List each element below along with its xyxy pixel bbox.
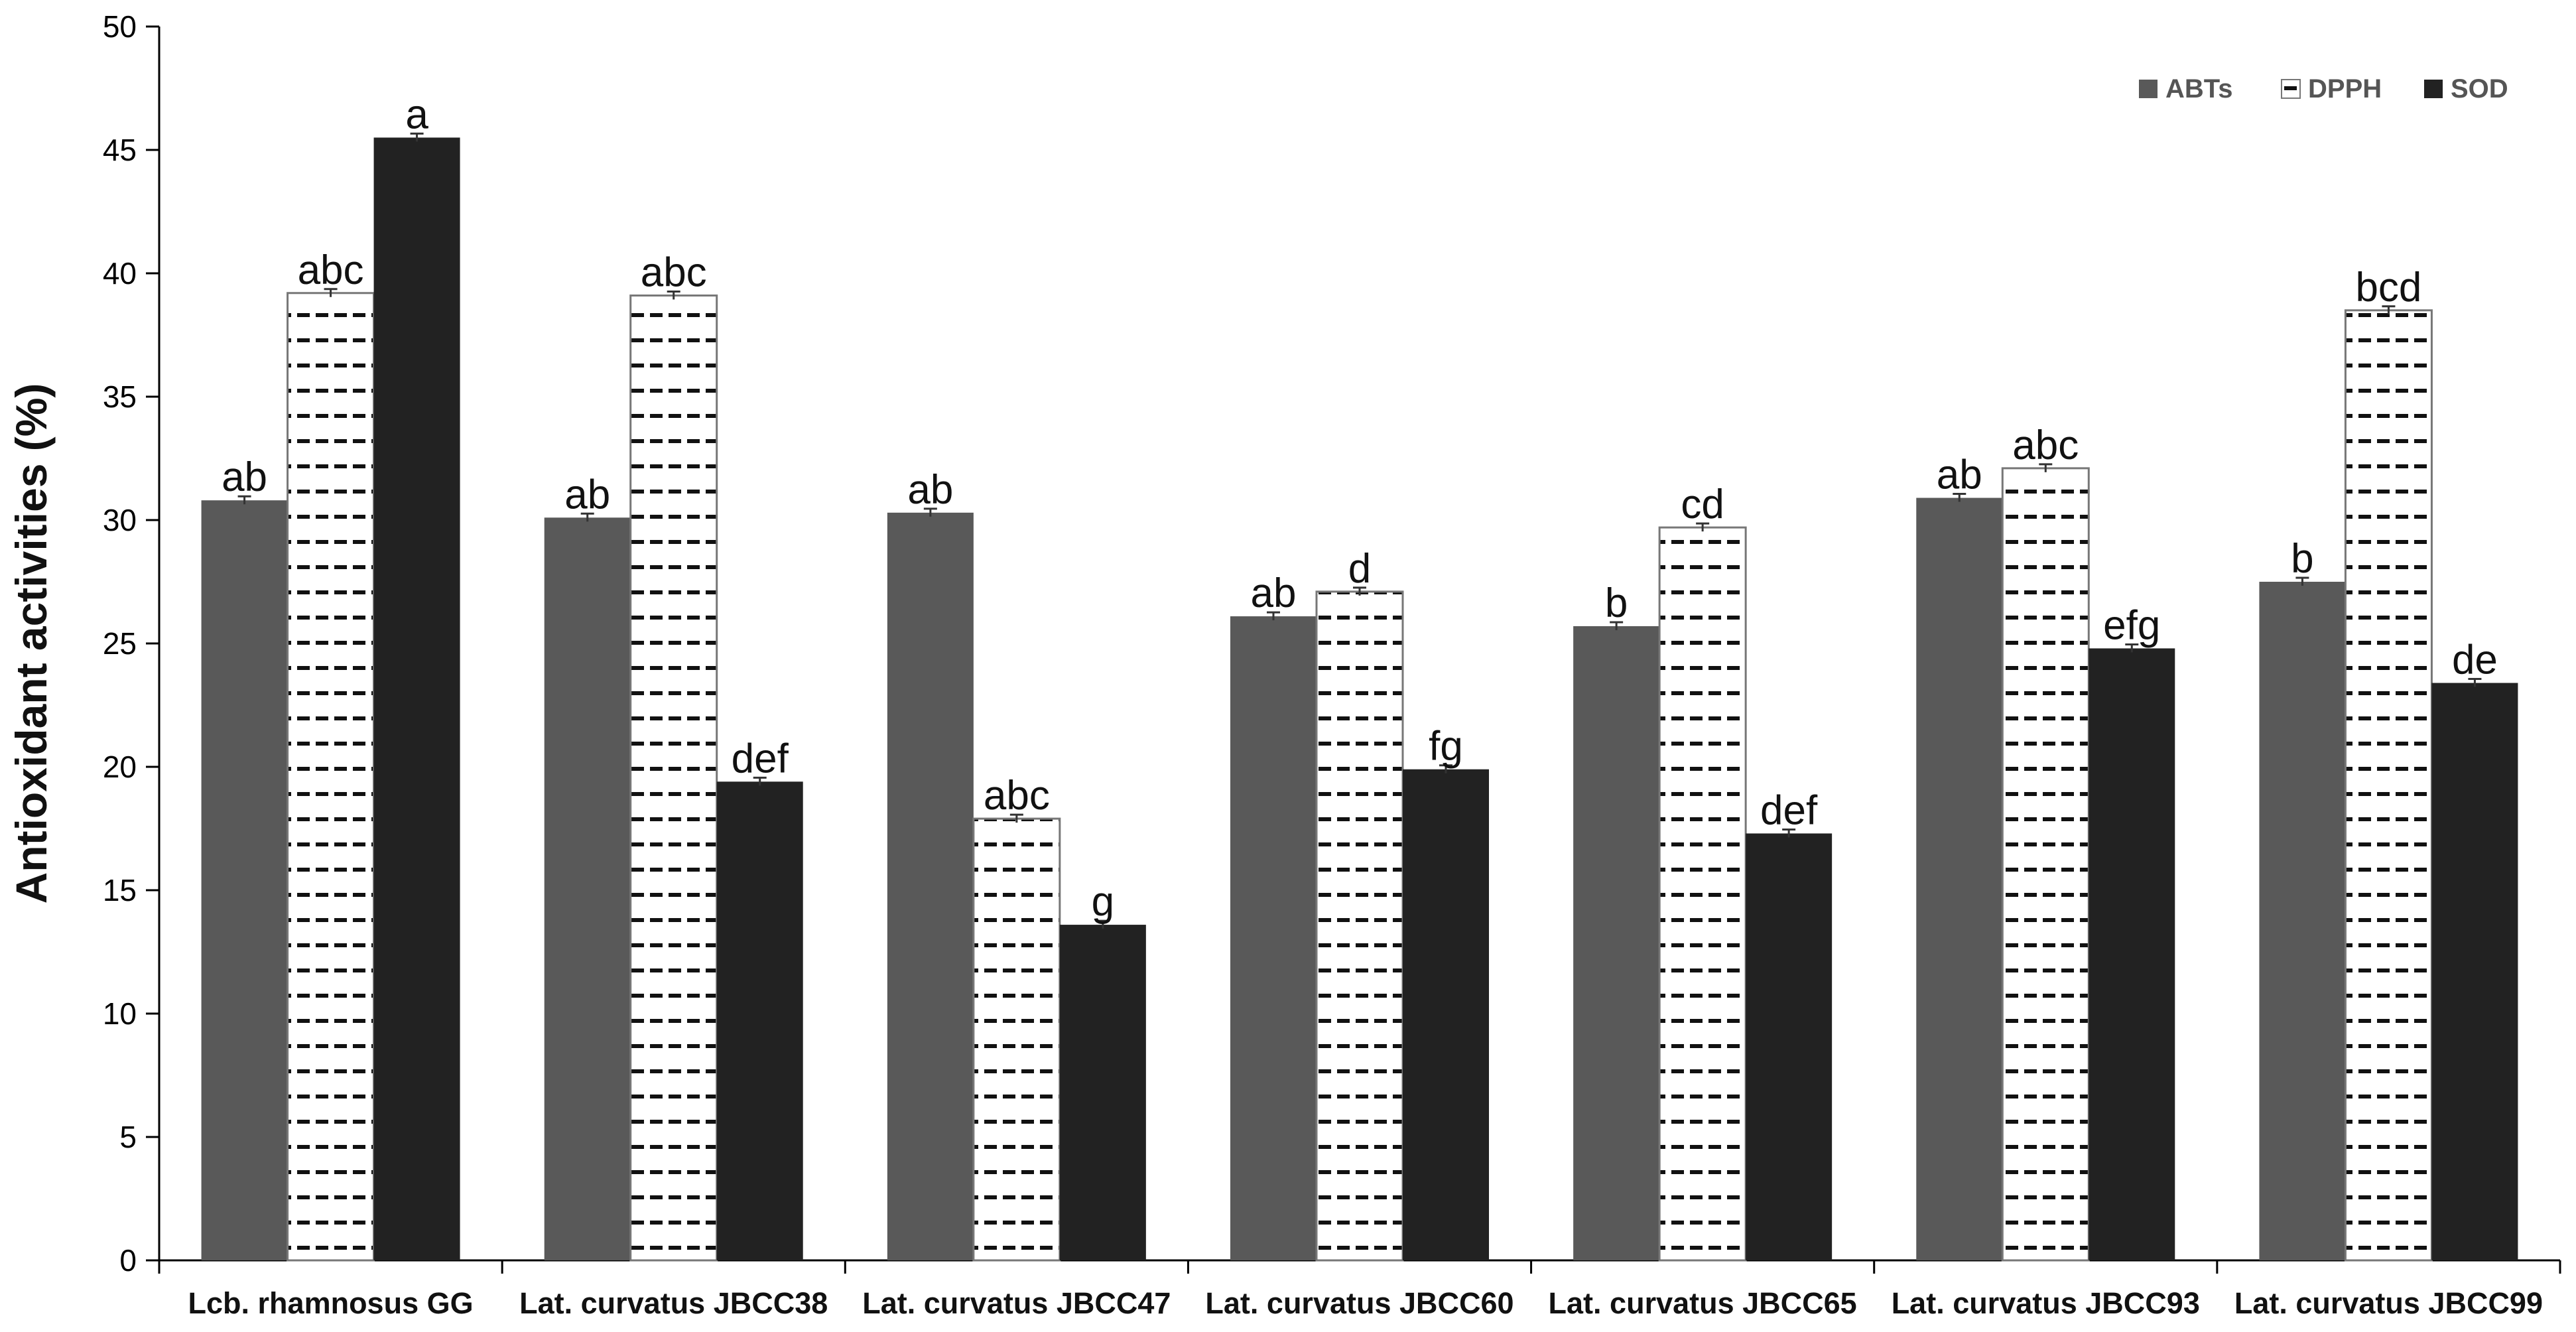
x-tick-label: Lat. curvatus JBCC93 (1892, 1286, 2200, 1320)
data-label: bcd (2355, 265, 2421, 310)
bar-sod (716, 781, 803, 1260)
bar-sod (2089, 648, 2175, 1260)
x-tick-label: Lat. curvatus JBCC99 (2234, 1286, 2543, 1320)
data-label: d (1348, 546, 1371, 592)
data-label: a (405, 92, 428, 137)
bar-abts (2259, 582, 2346, 1260)
bar-dpph (2344, 309, 2433, 1262)
y-tick-label: 15 (103, 873, 137, 907)
y-tick-label: 45 (103, 133, 137, 167)
data-label: efg (2103, 602, 2160, 648)
y-tick-label: 20 (103, 750, 137, 784)
data-label: abc (2012, 423, 2079, 468)
data-label: ab (907, 467, 953, 513)
y-tick-label: 5 (119, 1120, 137, 1154)
data-label: b (1605, 580, 1628, 626)
bar-dpph (287, 292, 375, 1262)
bar-abts (887, 512, 974, 1260)
data-label: b (2291, 536, 2313, 582)
bar-sod (1059, 925, 1146, 1260)
legend-entry-dpph: DPPH (2308, 74, 2382, 103)
bar-abts (1916, 498, 2003, 1260)
bar-dpph (629, 294, 718, 1262)
data-label: abc (298, 247, 364, 293)
bar-dpph (1315, 590, 1404, 1262)
data-label: ab (1937, 452, 1982, 498)
x-tick-label: Lat. curvatus JBCC65 (1549, 1286, 1857, 1320)
data-label: ab (564, 472, 610, 517)
bar-abts (1573, 626, 1660, 1260)
data-label: de (2452, 637, 2498, 683)
data-label: g (1092, 879, 1114, 925)
data-label: abc (984, 773, 1050, 819)
y-axis-title: Antioxidant activities (%) (7, 383, 56, 904)
bar-dpph (972, 817, 1061, 1262)
y-tick-label: 40 (103, 256, 137, 291)
data-label: abc (641, 249, 707, 295)
y-tick-label: 10 (103, 996, 137, 1031)
bar-sod (1746, 833, 1833, 1260)
bar-sod (2431, 683, 2518, 1260)
x-tick-label: Lat. curvatus JBCC60 (1205, 1286, 1513, 1320)
x-tick-label: Lat. curvatus JBCC38 (519, 1286, 828, 1320)
bar-sod (1403, 769, 1489, 1260)
data-label: ab (1251, 570, 1297, 616)
bar-dpph (2001, 467, 2090, 1262)
bar-dpph (1658, 526, 1747, 1262)
x-tick-label: Lcb. rhamnosus GG (188, 1286, 474, 1320)
y-tick-label: 0 (119, 1243, 137, 1278)
legend-swatch-abts (2139, 80, 2157, 98)
x-tick-label: Lat. curvatus JBCC47 (862, 1286, 1171, 1320)
y-tick-label: 25 (103, 626, 137, 661)
bar-abts (201, 500, 288, 1260)
y-tick-label: 50 (103, 9, 137, 44)
legend-entry-sod: SOD (2451, 74, 2508, 103)
legend-swatch-sod (2424, 80, 2443, 98)
y-tick-label: 35 (103, 379, 137, 414)
data-label: def (732, 736, 789, 781)
data-label: def (1760, 787, 1818, 833)
legend-entry-abts: ABTs (2165, 74, 2232, 103)
y-tick-label: 30 (103, 503, 137, 537)
bar-abts (544, 517, 631, 1260)
data-label: cd (1681, 482, 1724, 527)
data-label: fg (1429, 724, 1463, 769)
legend-swatch-dpph (2281, 79, 2301, 99)
bar-sod (373, 137, 460, 1260)
data-label: ab (222, 454, 267, 500)
bar-abts (1230, 616, 1317, 1260)
